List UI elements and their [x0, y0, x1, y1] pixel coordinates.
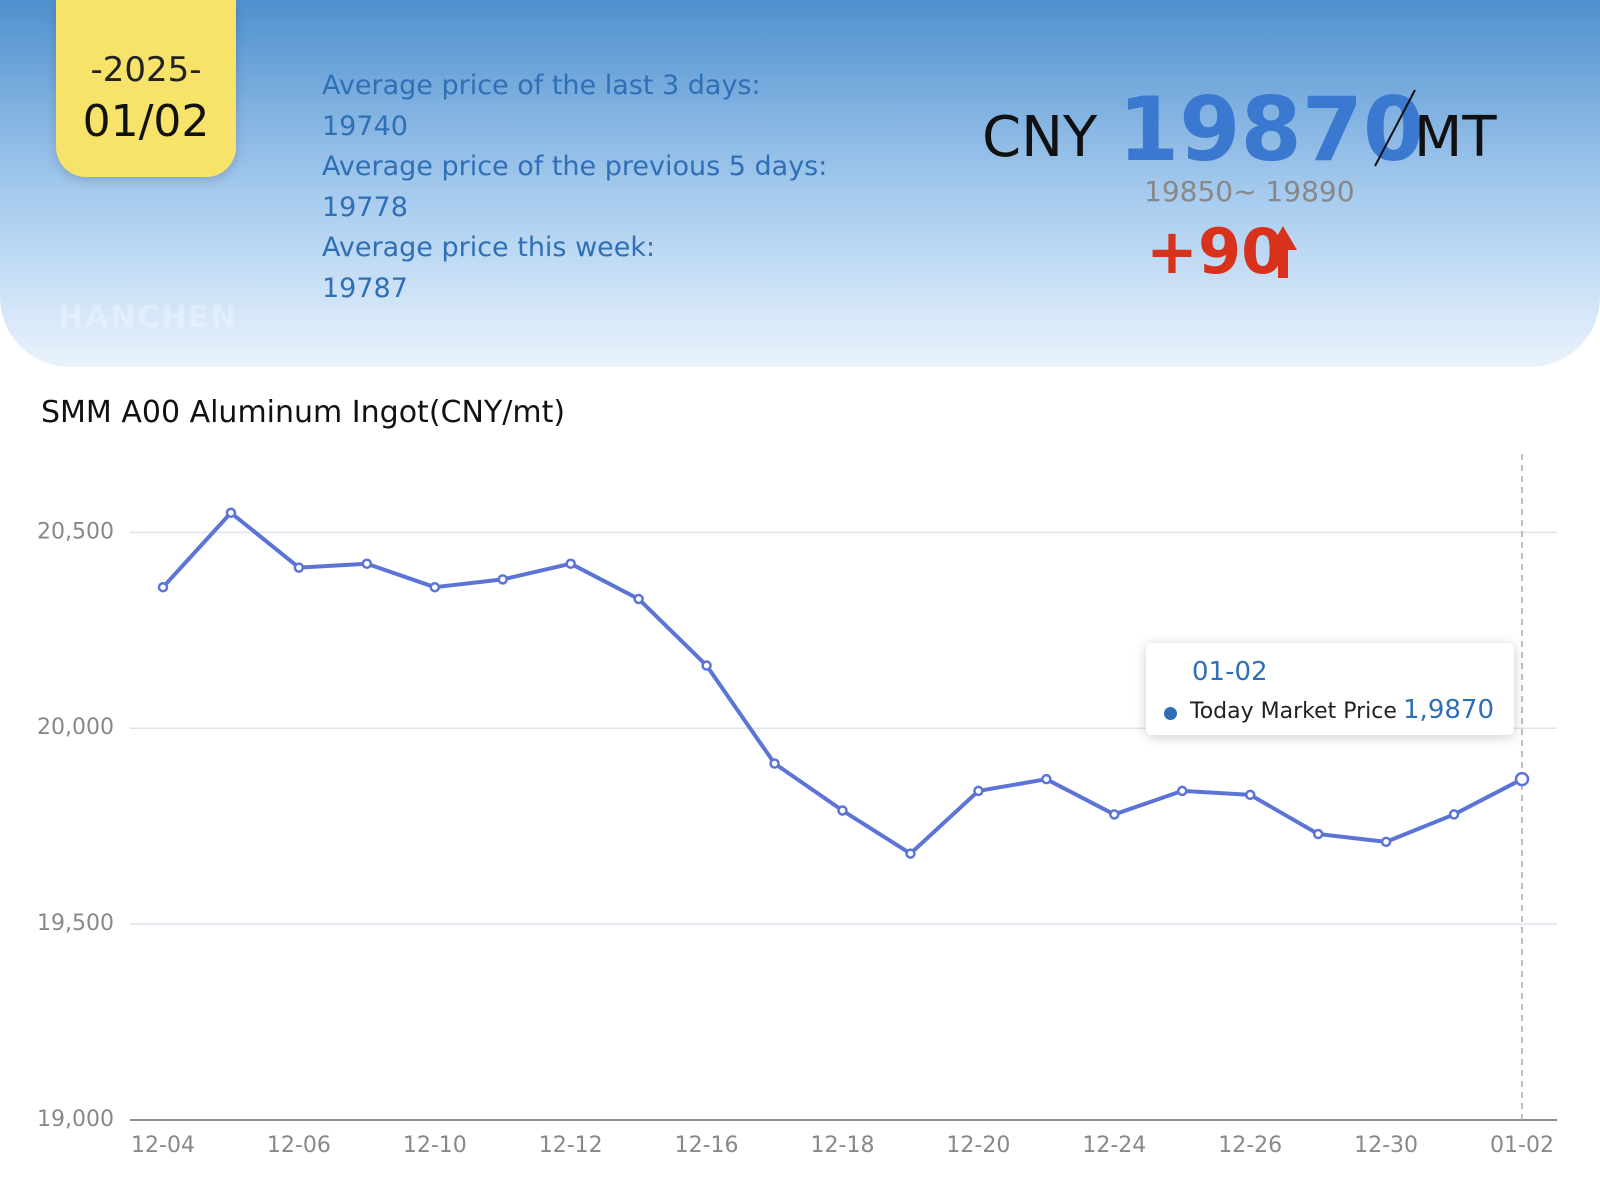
- tooltip-value: 1,9870: [1403, 695, 1494, 725]
- point: [633, 593, 644, 605]
- tooltip-category: 01-02: [1192, 657, 1268, 687]
- y-tick-label: 20,500: [37, 519, 114, 544]
- point: [1109, 809, 1120, 820]
- stat-value: 19778: [322, 192, 408, 223]
- x-tick-label: 12-30: [1354, 1133, 1418, 1158]
- point: [1312, 828, 1324, 840]
- point: [973, 785, 984, 797]
- year: -2025-: [90, 50, 202, 90]
- x-tick-label: 12-12: [539, 1133, 603, 1158]
- point: [837, 805, 848, 816]
- stat-label: Average price of the previous 5 days:: [322, 151, 828, 182]
- point: [905, 848, 916, 859]
- price-change: +90: [1146, 215, 1285, 288]
- x-tick-label: 12-24: [1082, 1133, 1146, 1158]
- currency: CNY: [982, 105, 1098, 170]
- unit: MT: [1414, 105, 1497, 170]
- point: [225, 507, 237, 519]
- point: [429, 581, 441, 593]
- tooltip-dot: [1164, 707, 1177, 720]
- point: [361, 558, 373, 569]
- x-tick-label: 12-04: [131, 1133, 195, 1158]
- x-tick-label: 01-02: [1490, 1133, 1554, 1158]
- x-tick-label: 12-26: [1218, 1133, 1282, 1158]
- price: 19870: [1118, 78, 1425, 181]
- point: [497, 574, 508, 585]
- point: [1514, 771, 1530, 787]
- date: 01/02: [82, 96, 210, 147]
- point: [1244, 789, 1256, 801]
- stat-value: 19740: [322, 111, 408, 142]
- point: [1448, 809, 1460, 820]
- x-tick-label: 12-10: [403, 1133, 467, 1158]
- stat-label: Average price of the last 3 days:: [322, 70, 761, 101]
- point: [1041, 773, 1052, 785]
- point: [1380, 836, 1392, 848]
- x-tick-label: 12-20: [946, 1133, 1010, 1158]
- header-band: [0, 0, 1600, 367]
- tooltip: 01-02 Today Market Price 1,9870: [1146, 643, 1514, 735]
- y-tick-label: 19,000: [37, 1107, 114, 1132]
- slash: [1374, 89, 1416, 167]
- y-tick-label: 19,500: [37, 911, 114, 936]
- price-range: 19850~ 19890: [1144, 175, 1355, 208]
- logo: HANCHEN: [58, 300, 239, 335]
- point: [565, 558, 576, 569]
- point: [293, 562, 305, 573]
- up-arrow: [1269, 226, 1297, 278]
- stat-value: 19787: [322, 273, 408, 304]
- point: [157, 581, 169, 593]
- chart-title: SMM A00 Aluminum Ingot(CNY/mt): [41, 395, 566, 430]
- x-tick-label: 12-18: [811, 1133, 875, 1158]
- tooltip-series: Today Market Price: [1190, 699, 1397, 724]
- date-card: -2025- 01/02: [56, 0, 236, 177]
- stat-label: Average price this week:: [322, 232, 656, 263]
- point: [701, 660, 712, 671]
- point: [1177, 785, 1188, 797]
- x-tick-label: 12-06: [267, 1133, 331, 1158]
- y-tick-label: 20,000: [37, 715, 114, 740]
- point: [769, 758, 780, 769]
- x-tick-label: 12-16: [675, 1133, 739, 1158]
